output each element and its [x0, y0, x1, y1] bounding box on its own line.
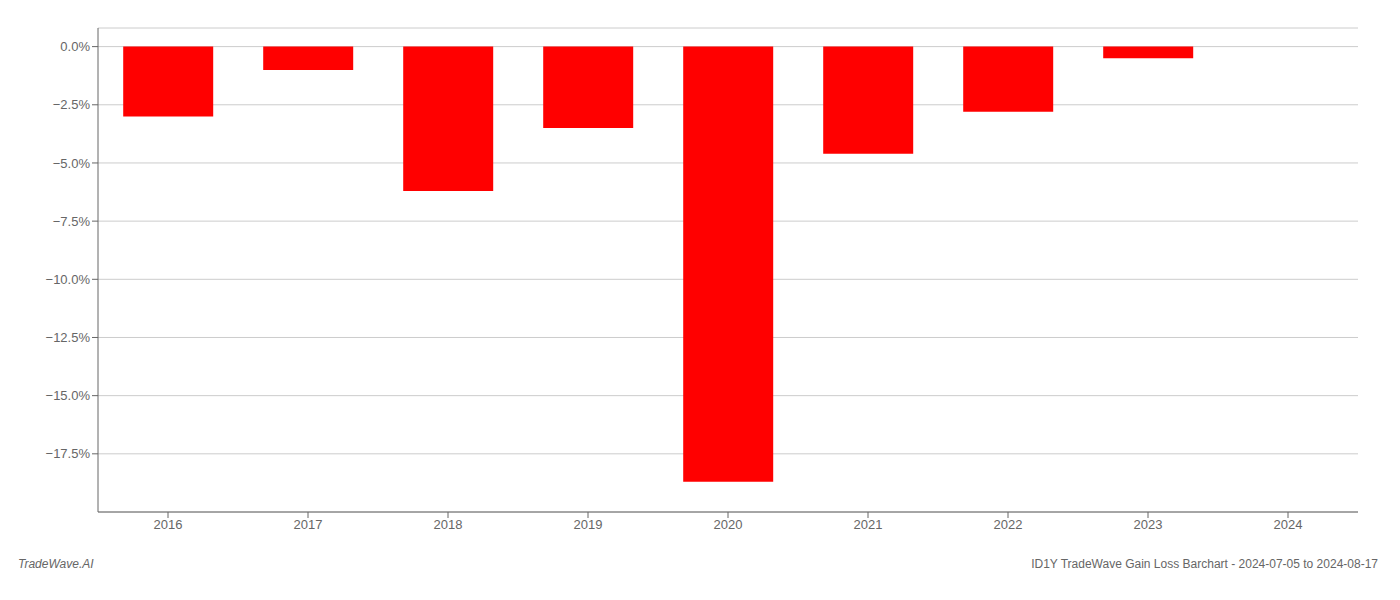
svg-text:2020: 2020 [714, 517, 743, 532]
svg-text:2017: 2017 [294, 517, 323, 532]
svg-text:0.0%: 0.0% [60, 39, 90, 54]
svg-text:−17.5%: −17.5% [46, 446, 91, 461]
html-text:TradeWave.AI: TradeWave.AI [18, 557, 94, 571]
html-text:ID1Y TradeWave Gain Loss Barch: ID1Y TradeWave Gain Loss Barchart - 2024… [1031, 557, 1378, 571]
svg-text:−2.5%: −2.5% [53, 97, 91, 112]
svg-text:−5.0%: −5.0% [53, 156, 91, 171]
svg-text:2023: 2023 [1134, 517, 1163, 532]
svg-text:2016: 2016 [154, 517, 183, 532]
svg-text:−7.5%: −7.5% [53, 214, 91, 229]
svg-text:2022: 2022 [994, 517, 1023, 532]
svg-text:−15.0%: −15.0% [46, 388, 91, 403]
svg-text:−10.0%: −10.0% [46, 272, 91, 287]
svg-text:−12.5%: −12.5% [46, 330, 91, 345]
svg-text:2019: 2019 [574, 517, 603, 532]
svg-text:2021: 2021 [854, 517, 883, 532]
svg-text:2018: 2018 [434, 517, 463, 532]
svg-text:2024: 2024 [1274, 517, 1303, 532]
